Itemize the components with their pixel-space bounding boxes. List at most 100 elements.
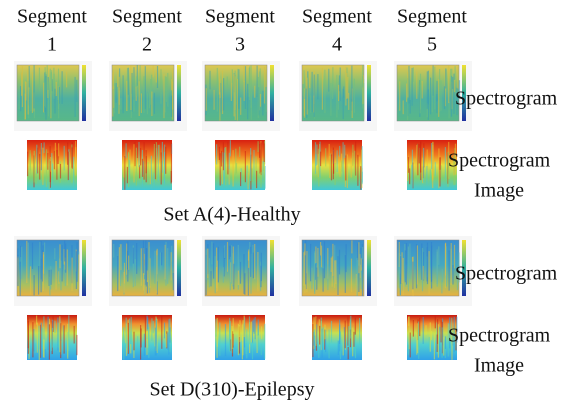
texture: [43, 340, 44, 358]
texture: [119, 247, 120, 289]
texture: [403, 101, 404, 115]
texture: [230, 257, 231, 291]
texture: [49, 277, 50, 295]
texture: [362, 172, 363, 183]
colorbar: [270, 240, 274, 296]
texture: [314, 251, 315, 294]
texture: [445, 244, 446, 289]
texture: [130, 344, 131, 353]
texture: [419, 318, 420, 336]
texture: [303, 252, 304, 286]
texture: [26, 241, 27, 283]
set-caption: Set A(4)-Healthy: [163, 204, 300, 226]
texture: [253, 253, 254, 279]
texture: [51, 270, 52, 285]
texture: [54, 89, 55, 114]
texture: [213, 243, 214, 278]
texture: [345, 255, 346, 293]
texture: [352, 145, 353, 166]
texture: [253, 319, 254, 334]
texture: [437, 335, 438, 353]
column-number: 1: [47, 34, 57, 56]
texture: [141, 248, 142, 285]
texture: [240, 262, 241, 284]
texture: [126, 318, 127, 349]
texture: [60, 164, 61, 179]
texture: [34, 65, 35, 108]
texture: [45, 349, 46, 359]
texture: [56, 82, 57, 96]
texture: [264, 324, 265, 359]
texture: [423, 317, 424, 344]
texture: [256, 171, 257, 188]
texture: [171, 79, 172, 90]
texture: [250, 247, 251, 277]
texture: [329, 156, 330, 178]
texture: [37, 323, 38, 353]
texture: [445, 147, 446, 179]
texture: [400, 256, 401, 284]
texture: [402, 252, 403, 283]
texture: [410, 100, 411, 114]
texture: [440, 80, 441, 111]
texture: [30, 266, 31, 294]
texture: [234, 74, 235, 116]
texture: [257, 66, 258, 97]
texture: [117, 256, 118, 291]
image-label: Spectrogram: [448, 325, 551, 347]
texture: [430, 322, 431, 351]
column-title: Segment: [205, 6, 275, 28]
texture: [76, 80, 77, 102]
texture: [123, 327, 124, 341]
texture: [171, 252, 172, 280]
texture: [147, 282, 148, 293]
texture: [343, 142, 344, 180]
texture: [251, 92, 252, 120]
texture: [235, 75, 236, 114]
texture: [142, 159, 143, 177]
texture: [315, 142, 316, 174]
texture: [420, 74, 421, 110]
texture: [39, 68, 40, 91]
texture: [248, 250, 249, 268]
texture: [230, 140, 231, 156]
texture: [129, 160, 130, 179]
texture: [354, 79, 355, 113]
texture: [144, 279, 145, 294]
texture: [56, 261, 57, 290]
texture: [420, 141, 421, 172]
texture: [168, 319, 169, 354]
texture: [35, 174, 36, 184]
texture: [235, 149, 236, 175]
texture: [443, 337, 444, 356]
texture: [249, 316, 250, 344]
texture: [351, 259, 352, 293]
texture: [224, 245, 225, 258]
texture: [347, 154, 348, 188]
texture: [68, 315, 69, 351]
texture: [29, 66, 30, 87]
texture: [358, 242, 359, 273]
texture: [336, 75, 337, 118]
texture: [39, 154, 40, 180]
texture: [53, 68, 54, 94]
texture: [233, 264, 234, 290]
texture: [333, 150, 334, 174]
texture: [238, 69, 239, 109]
texture: [266, 88, 267, 112]
texture: [405, 250, 406, 282]
texture: [67, 249, 68, 285]
texture: [147, 318, 148, 330]
texture: [149, 247, 150, 286]
texture: [430, 78, 431, 115]
texture: [344, 145, 345, 158]
texture: [343, 333, 344, 355]
texture: [331, 321, 332, 343]
texture: [146, 156, 147, 182]
texture: [335, 260, 336, 284]
texture: [113, 244, 114, 258]
texture: [360, 166, 361, 190]
image-label: Image: [474, 180, 524, 202]
texture: [252, 168, 253, 181]
texture: [343, 89, 344, 119]
